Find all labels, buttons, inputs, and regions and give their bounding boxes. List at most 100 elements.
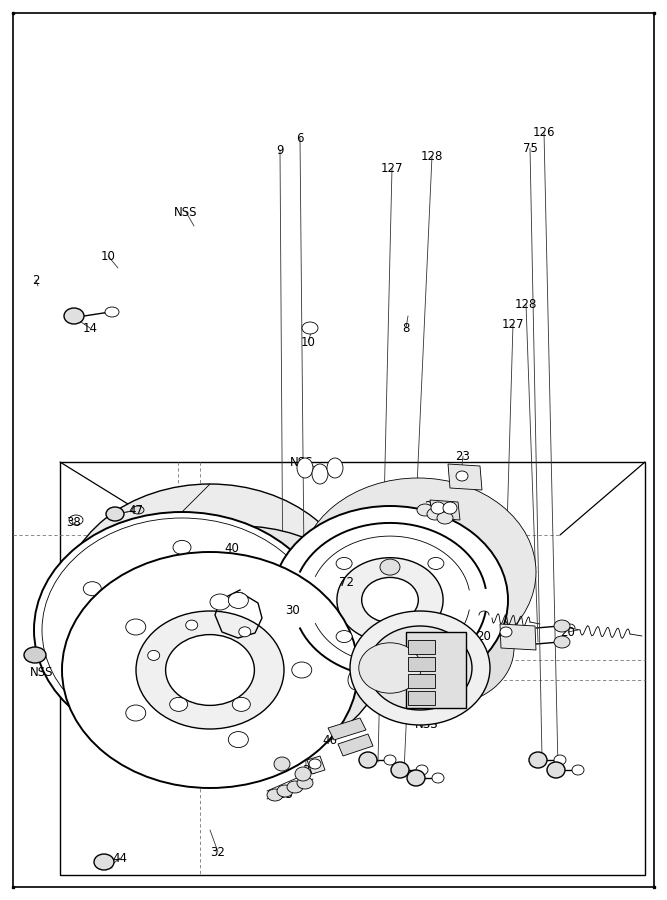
Ellipse shape <box>456 471 468 481</box>
Ellipse shape <box>239 626 251 637</box>
Polygon shape <box>448 464 482 490</box>
Ellipse shape <box>181 597 299 691</box>
Ellipse shape <box>185 620 197 630</box>
Text: 127: 127 <box>502 318 524 330</box>
Ellipse shape <box>134 659 146 669</box>
Ellipse shape <box>169 698 187 711</box>
Polygon shape <box>406 632 466 708</box>
Ellipse shape <box>384 755 396 765</box>
Ellipse shape <box>437 512 453 524</box>
Polygon shape <box>328 718 366 740</box>
Text: NSS: NSS <box>174 205 197 219</box>
Text: 30: 30 <box>285 604 300 617</box>
Ellipse shape <box>348 670 364 690</box>
Ellipse shape <box>297 458 313 478</box>
Ellipse shape <box>263 664 281 679</box>
Ellipse shape <box>277 785 293 797</box>
Ellipse shape <box>295 767 311 781</box>
Ellipse shape <box>302 322 318 334</box>
Ellipse shape <box>327 458 343 478</box>
Ellipse shape <box>228 732 248 748</box>
Polygon shape <box>408 640 435 654</box>
Ellipse shape <box>291 662 311 678</box>
Text: 72: 72 <box>338 577 354 590</box>
Ellipse shape <box>359 643 421 693</box>
Ellipse shape <box>400 652 440 684</box>
Ellipse shape <box>165 634 254 706</box>
Text: 47: 47 <box>129 503 143 517</box>
Text: 20: 20 <box>560 626 576 638</box>
Text: 46: 46 <box>323 734 338 746</box>
Ellipse shape <box>94 854 114 870</box>
Polygon shape <box>430 500 460 520</box>
Polygon shape <box>408 657 435 671</box>
Ellipse shape <box>500 627 512 637</box>
Text: 6: 6 <box>296 131 303 145</box>
Ellipse shape <box>417 504 433 516</box>
Ellipse shape <box>105 569 259 691</box>
Ellipse shape <box>432 773 444 783</box>
Text: 17: 17 <box>454 680 470 692</box>
Text: NSS: NSS <box>290 455 313 469</box>
Ellipse shape <box>554 636 570 648</box>
Ellipse shape <box>391 762 409 778</box>
Ellipse shape <box>287 781 303 793</box>
Ellipse shape <box>34 512 330 748</box>
Text: 10: 10 <box>101 249 115 263</box>
Ellipse shape <box>228 592 248 608</box>
Text: 26: 26 <box>303 763 317 777</box>
Ellipse shape <box>359 752 377 768</box>
Ellipse shape <box>83 581 101 596</box>
Ellipse shape <box>105 307 119 317</box>
Ellipse shape <box>297 777 313 789</box>
Polygon shape <box>307 756 325 774</box>
Polygon shape <box>338 734 373 756</box>
Ellipse shape <box>117 633 129 643</box>
Ellipse shape <box>554 620 570 632</box>
Ellipse shape <box>416 765 428 775</box>
Ellipse shape <box>427 508 443 520</box>
Text: 127: 127 <box>381 161 404 175</box>
Polygon shape <box>500 624 536 650</box>
Text: 23: 23 <box>456 449 470 463</box>
Ellipse shape <box>309 759 321 769</box>
Ellipse shape <box>350 611 490 725</box>
Ellipse shape <box>428 631 444 643</box>
Ellipse shape <box>300 478 536 666</box>
Text: 38: 38 <box>67 516 81 528</box>
Ellipse shape <box>69 515 83 525</box>
Text: 10: 10 <box>301 336 315 348</box>
Text: 14: 14 <box>83 321 97 335</box>
Ellipse shape <box>376 670 392 690</box>
Ellipse shape <box>380 625 400 641</box>
Text: 128: 128 <box>421 149 443 163</box>
Ellipse shape <box>147 651 159 661</box>
Ellipse shape <box>126 619 146 635</box>
Ellipse shape <box>443 502 457 514</box>
Ellipse shape <box>336 557 352 570</box>
Ellipse shape <box>132 506 144 514</box>
Text: 9: 9 <box>276 143 283 157</box>
Ellipse shape <box>368 626 472 710</box>
Text: 128: 128 <box>515 298 537 310</box>
Ellipse shape <box>362 578 418 623</box>
Ellipse shape <box>173 540 191 554</box>
Polygon shape <box>440 575 495 625</box>
Ellipse shape <box>141 597 223 663</box>
Ellipse shape <box>336 631 352 643</box>
Ellipse shape <box>312 464 328 484</box>
Ellipse shape <box>267 789 283 801</box>
Ellipse shape <box>390 676 406 696</box>
Ellipse shape <box>374 591 514 705</box>
Text: 44: 44 <box>113 851 127 865</box>
Ellipse shape <box>210 594 230 610</box>
Ellipse shape <box>407 770 425 786</box>
Text: 21: 21 <box>424 500 440 512</box>
Ellipse shape <box>126 705 146 721</box>
Text: NSS: NSS <box>30 665 54 679</box>
Ellipse shape <box>24 647 46 663</box>
Text: NSS: NSS <box>416 717 439 731</box>
Ellipse shape <box>232 698 250 711</box>
Ellipse shape <box>431 502 445 514</box>
Ellipse shape <box>62 552 358 788</box>
